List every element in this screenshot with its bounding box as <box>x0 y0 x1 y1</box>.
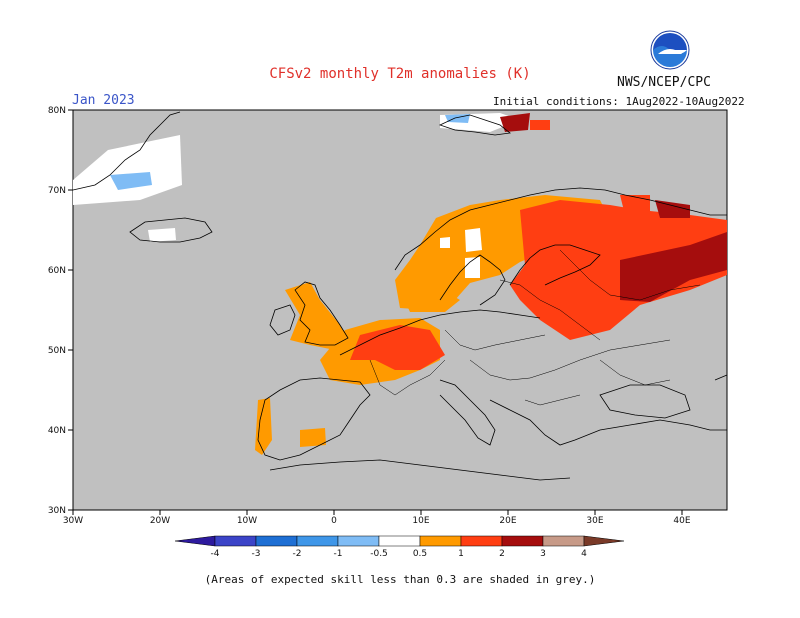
colorbar-label: 4 <box>581 549 587 559</box>
colorbar-swatch <box>501 535 544 547</box>
colorbar-label: -4 <box>211 549 220 559</box>
lon-label: 10E <box>412 516 429 526</box>
coastlines <box>72 111 728 481</box>
colorbar-swatch <box>296 535 339 547</box>
colorbar-label: 1 <box>458 549 464 559</box>
lat-label: 50N <box>48 346 66 356</box>
colorbar-label: -0.5 <box>370 549 388 559</box>
organization-label: NWS/NCEP/CPC <box>617 75 711 90</box>
lon-label: 10W <box>237 516 257 526</box>
lat-label: 80N <box>48 106 66 116</box>
initial-conditions-label: Initial conditions: 1Aug2022-10Aug2022 <box>493 95 745 108</box>
colorbar-label: -3 <box>252 549 261 559</box>
lon-label: 0 <box>331 516 337 526</box>
colorbar-label: 3 <box>540 549 546 559</box>
colorbar-label: 0.5 <box>413 549 427 559</box>
colorbar-swatches <box>174 535 625 547</box>
lon-axis-ticks <box>72 510 683 515</box>
colorbar-label: -1 <box>334 549 343 559</box>
colorbar-swatch <box>542 535 585 547</box>
lon-labels: 30W 20W 10W 0 10E 20E 30E 40E <box>63 516 691 526</box>
colorbar-swatch <box>174 535 216 547</box>
noaa-logo <box>650 30 690 70</box>
anomaly-shading <box>73 113 727 455</box>
valid-month-label: Jan 2023 <box>72 93 135 108</box>
lat-labels: 80N 70N 60N 50N 40N 30N <box>48 106 66 516</box>
colorbar-swatch <box>378 535 421 547</box>
colorbar-swatch <box>583 535 625 547</box>
colorbar-swatch <box>255 535 298 547</box>
lat-label: 30N <box>48 506 66 516</box>
lat-label: 40N <box>48 426 66 436</box>
lon-label: 20W <box>150 516 170 526</box>
lat-axis-ticks <box>68 109 73 511</box>
lat-label: 70N <box>48 186 66 196</box>
lon-label: 20E <box>499 516 516 526</box>
colorbar-label: -2 <box>293 549 302 559</box>
lon-label: 40E <box>673 516 690 526</box>
colorbar-label: 2 <box>499 549 505 559</box>
chart-title: CFSv2 monthly T2m anomalies (K) <box>269 66 531 82</box>
lon-label: 30W <box>63 516 83 526</box>
country-borders <box>369 249 701 406</box>
skill-footnote: (Areas of expected skill less than 0.3 a… <box>204 573 596 586</box>
lat-label: 60N <box>48 266 66 276</box>
colorbar-swatch <box>337 535 380 547</box>
colorbar-tick-labels: -4 -3 -2 -1 -0.5 0.5 1 2 3 4 <box>211 549 588 559</box>
colorbar-swatch <box>419 535 462 547</box>
lon-label: 30E <box>586 516 603 526</box>
colorbar-swatch <box>214 535 257 547</box>
colorbar-swatch <box>460 535 503 547</box>
